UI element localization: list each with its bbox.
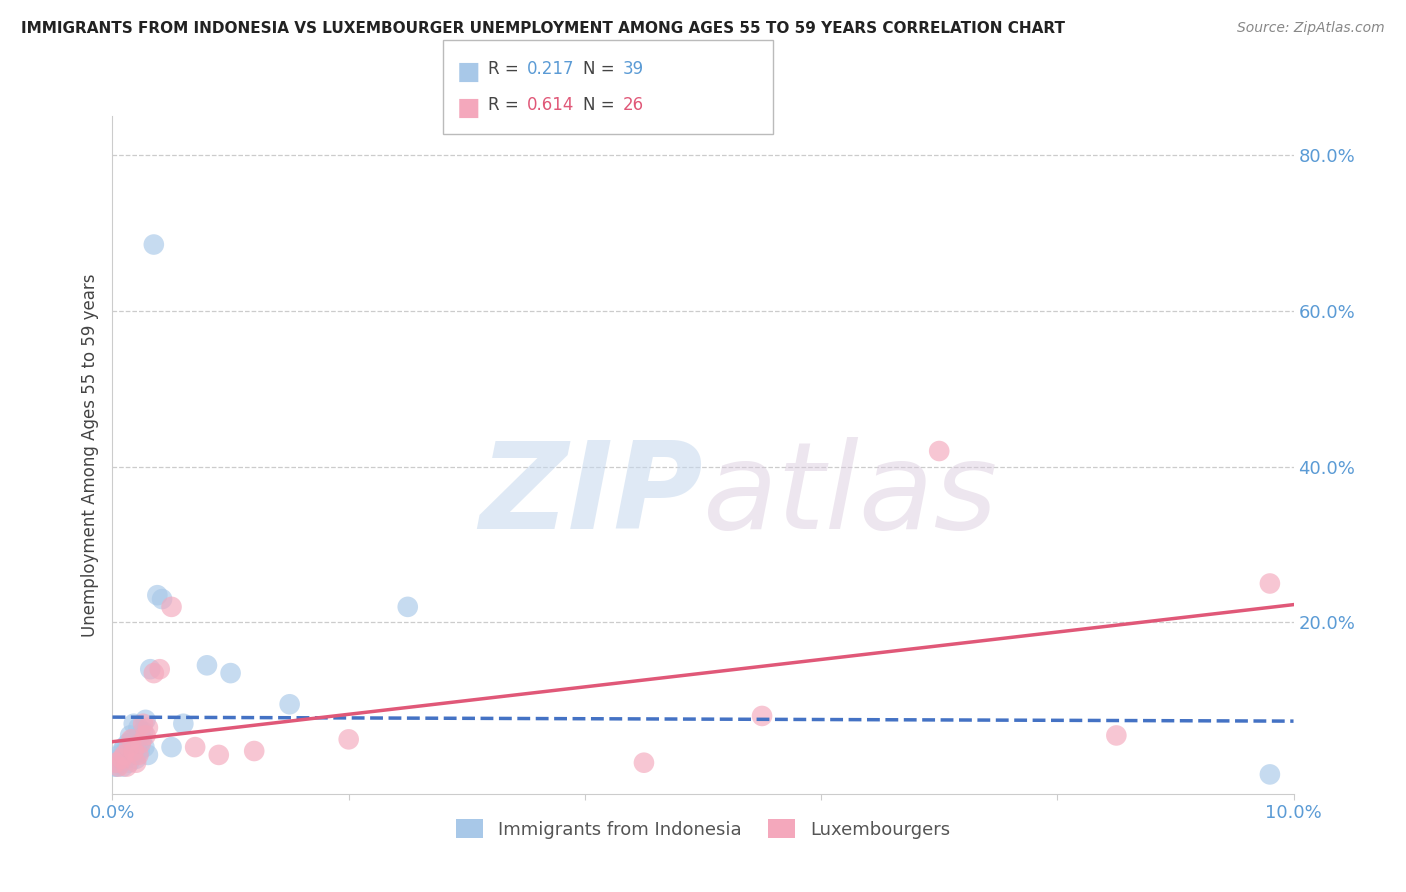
Point (160, 599, 183, 614)
Point (142, 666, 165, 681)
Point (160, 740, 183, 755)
Point (136, 747, 159, 762)
Point (107, 752, 129, 766)
Point (127, 721, 149, 735)
Text: N =: N = (583, 96, 620, 114)
Point (208, 747, 231, 762)
Point (1105, 728, 1128, 742)
Point (132, 724, 155, 739)
Point (118, 740, 141, 755)
Point (135, 713, 157, 727)
Point (108, 747, 131, 762)
Point (115, 759, 138, 773)
Point (118, 756, 141, 770)
Point (1258, 576, 1281, 591)
Point (195, 658, 218, 673)
Y-axis label: Unemployment Among Ages 55 to 59 years: Unemployment Among Ages 55 to 59 years (80, 273, 98, 637)
Point (751, 709, 773, 723)
Text: IMMIGRANTS FROM INDONESIA VS LUXEMBOURGER UNEMPLOYMENT AMONG AGES 55 TO 59 YEARS: IMMIGRANTS FROM INDONESIA VS LUXEMBOURGE… (21, 21, 1066, 36)
Point (122, 744, 145, 758)
Legend: Immigrants from Indonesia, Luxembourgers: Immigrants from Indonesia, Luxembourgers (449, 812, 957, 846)
Text: 0.217: 0.217 (527, 60, 575, 78)
Point (117, 736, 139, 750)
Point (337, 732, 360, 747)
Point (134, 740, 156, 755)
Point (112, 740, 135, 755)
Point (107, 759, 129, 773)
Point (112, 747, 135, 762)
Point (128, 744, 150, 758)
Point (136, 721, 159, 735)
Text: 0.614: 0.614 (527, 96, 575, 114)
Point (120, 732, 142, 747)
Point (396, 599, 419, 614)
Point (105, 759, 128, 773)
Point (127, 747, 149, 762)
Point (111, 752, 134, 766)
Text: ZIP: ZIP (479, 437, 703, 554)
Point (1258, 767, 1281, 781)
Point (184, 740, 207, 755)
Text: R =: R = (488, 60, 524, 78)
Point (278, 698, 301, 712)
Point (104, 759, 127, 773)
Point (125, 756, 148, 770)
Point (120, 747, 142, 762)
Point (149, 662, 172, 676)
Text: R =: R = (488, 96, 524, 114)
Point (131, 732, 153, 747)
Point (150, 592, 173, 607)
Point (219, 666, 242, 681)
Point (135, 728, 157, 742)
Point (172, 716, 194, 731)
Point (105, 756, 128, 770)
Text: ■: ■ (457, 60, 481, 84)
Point (111, 744, 134, 758)
Point (121, 732, 143, 747)
Point (120, 728, 142, 742)
Text: Source: ZipAtlas.com: Source: ZipAtlas.com (1237, 21, 1385, 35)
Point (114, 752, 136, 766)
Text: atlas: atlas (703, 437, 998, 554)
Point (105, 756, 128, 770)
Point (633, 756, 655, 770)
Point (125, 752, 148, 766)
Point (115, 744, 138, 758)
Point (142, 237, 165, 252)
Point (139, 662, 162, 676)
Point (129, 728, 152, 742)
Point (110, 756, 132, 770)
Text: 39: 39 (623, 60, 644, 78)
Point (124, 747, 146, 762)
Point (127, 740, 149, 755)
Point (112, 759, 135, 773)
Point (243, 744, 266, 758)
Point (129, 736, 152, 750)
Point (146, 588, 169, 602)
Text: 26: 26 (623, 96, 644, 114)
Point (928, 444, 950, 458)
Text: N =: N = (583, 60, 620, 78)
Text: ■: ■ (457, 96, 481, 120)
Point (132, 716, 155, 731)
Point (122, 716, 145, 731)
